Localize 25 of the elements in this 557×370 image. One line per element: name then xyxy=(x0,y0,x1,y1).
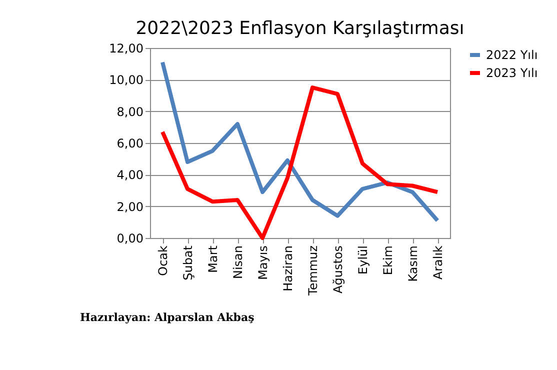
x-tick-label: Haziran xyxy=(281,246,295,292)
x-tick-label: Eylül xyxy=(356,246,370,274)
legend-label: 2022 Yılı xyxy=(486,48,538,62)
y-tick-label: 4,00 xyxy=(116,168,144,182)
y-tick-label: 2,00 xyxy=(116,200,144,214)
x-tick-label: Aralık xyxy=(431,245,445,280)
y-tick-label: 10,00 xyxy=(109,73,144,88)
text: Hazırlayan: Alparslan Akbaş xyxy=(80,311,254,324)
x-tick-label: Nisan xyxy=(231,246,245,280)
x-tick-label: Mart xyxy=(206,245,220,273)
x-tick-label: Temmuz xyxy=(306,246,320,296)
x-tick-label: Mayıs xyxy=(256,246,270,280)
x-tick-label: Ekim xyxy=(381,246,395,276)
x-tick-label: Şubat xyxy=(181,245,195,280)
line-series xyxy=(160,86,440,240)
x-tick-label: Ağustos xyxy=(331,246,345,294)
x-tick-label: Ocak xyxy=(156,245,170,276)
x-tick-label: Kasım xyxy=(406,246,420,282)
y-tick-label: 6,00 xyxy=(116,136,144,150)
line-series xyxy=(160,60,440,223)
y-tick-label: 8,00 xyxy=(116,104,144,119)
legend-label: 2023 Yılı xyxy=(486,66,538,80)
y-tick-label: 0,00 xyxy=(116,232,144,246)
chart-title: 2022\2023 Enflasyon Karşılaştırması xyxy=(136,18,464,39)
y-tick-label: 12,00 xyxy=(109,42,144,56)
